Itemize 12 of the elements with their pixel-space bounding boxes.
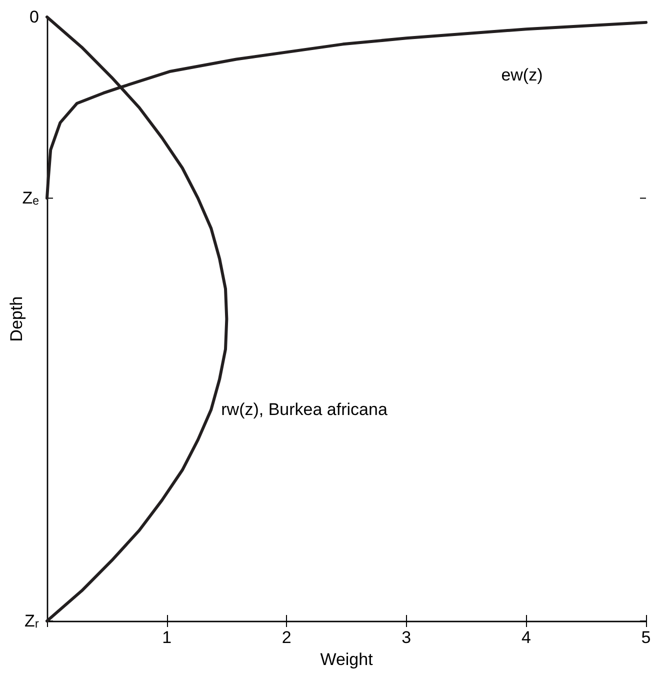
- x-tick-label: 3: [402, 628, 412, 647]
- ref-line-label: Zᵣ: [24, 612, 39, 630]
- y-axis-title: Depth: [7, 296, 26, 342]
- x-tick-label: 5: [641, 628, 651, 647]
- text: ew(z): [501, 66, 543, 85]
- series-label: rw(z), Burkea africana: [221, 400, 388, 420]
- x-tick-label: 4: [521, 628, 531, 647]
- text: 0: [30, 8, 39, 26]
- ref-line-label: Zₑ: [22, 188, 39, 208]
- x-axis-title: Weight: [320, 650, 374, 669]
- x-tick-label: 1: [162, 628, 172, 647]
- x-tick-label: 2: [282, 628, 292, 647]
